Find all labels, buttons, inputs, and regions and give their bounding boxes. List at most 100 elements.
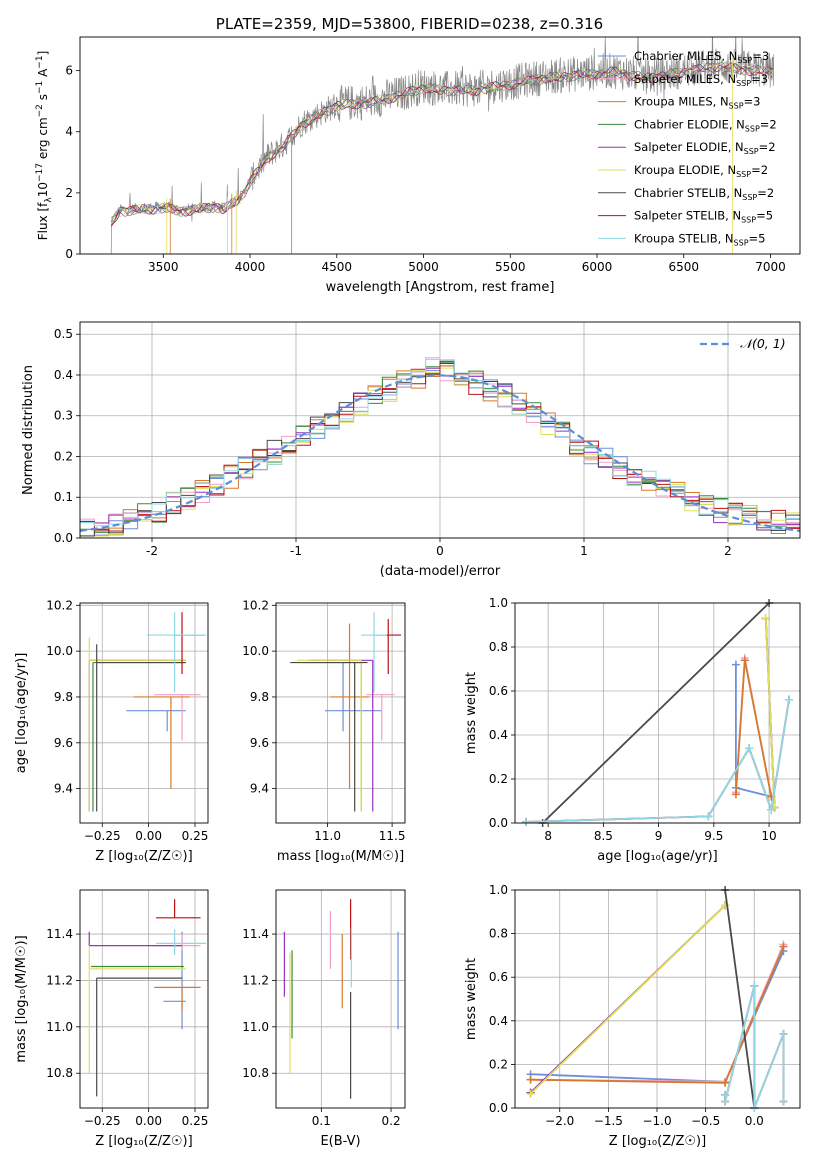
weight-marker (779, 1029, 788, 1038)
x-tick-label: 0.25 (182, 829, 209, 843)
x-tick-label: 0.1 (312, 1114, 331, 1128)
y-tick-label: 11.2 (242, 973, 269, 987)
y-tick-label: 11.0 (46, 1020, 73, 1034)
mass-vs-EBV-panel: 0.1 0.2 10.8 11.0 11.2 11.4 E(B-V) (242, 889, 406, 1149)
y-axis-label: mass weight (464, 958, 479, 1040)
model-spectrum-line (110, 62, 774, 225)
x-tick-label: 4000 (235, 260, 266, 274)
weight-line (764, 618, 776, 808)
spectrum-plot-area (110, 37, 775, 254)
weight-marker (750, 981, 759, 990)
weight-line (525, 699, 790, 823)
model-spectrum-line (110, 62, 774, 219)
y-tick-label: 1.0 (489, 883, 508, 897)
y-tick-label: 4 (65, 125, 73, 139)
spectrum-panel: 3500 4000 4500 5000 5500 6000 6500 7000 0 2 4 6 wave… (35, 36, 801, 295)
weight-line (735, 660, 773, 797)
weight-marker (767, 805, 776, 814)
model-spectrum-line (110, 63, 774, 226)
weight-marker (779, 942, 788, 951)
axes-frame (79, 321, 801, 539)
y-tick-label: 2 (65, 186, 73, 200)
plot-area (88, 612, 207, 812)
x-tick-label: 0.00 (135, 829, 162, 843)
x-axis-label: Z [log₁₀(Z/Z☉)] (95, 849, 192, 864)
y-tick-label: 0.6 (489, 684, 508, 698)
weight-marker (526, 1075, 535, 1084)
mass-weight-vs-Z-panel: −2.0 −1.5 −1.0 −0.5 0.0 0.0 0.2 0.4 0.6 0.8 1.0 Z [… (464, 883, 801, 1149)
y-tick-label: 10.8 (242, 1066, 269, 1080)
x-axis-label: Z [log₁₀(Z/Z☉)] (95, 1134, 192, 1149)
y-tick-label: 0.5 (54, 327, 73, 341)
y-tick-label: 0.4 (54, 368, 73, 382)
weight-marker (731, 790, 740, 799)
weight-marker (779, 1097, 788, 1106)
y-tick-label: 9.4 (250, 782, 269, 796)
x-axis-label: E(B-V) (320, 1134, 360, 1149)
x-tick-label: −0.5 (691, 1114, 720, 1128)
y-tick-label: 1.0 (489, 596, 508, 610)
axes-frame (79, 36, 801, 255)
x-tick-label: 0.0 (745, 1114, 764, 1128)
y-tick-label: 10.2 (242, 598, 269, 612)
x-axis-label: mass [log₁₀(M/M☉)] (277, 849, 404, 864)
plot-area (283, 899, 399, 1099)
weight-line (724, 889, 756, 1109)
legend-entry: 𝒩(0, 1) (740, 336, 786, 351)
mass-vs-Z-panel: −0.25 0.00 0.25 10.8 11.0 11.2 11.4 Z [log₁₀(Z/… (14, 889, 209, 1149)
x-tick-label: 8 (544, 829, 552, 843)
axes-frame (79, 889, 209, 1109)
x-tick-label: 6500 (668, 260, 699, 274)
axes-frame (514, 889, 801, 1109)
legend-entry: Salpeter MILES, NSSP=3 (634, 72, 768, 88)
x-tick-label: 0.2 (382, 1114, 401, 1128)
y-axis-label: mass [log₁₀(M/M☉)] (14, 935, 29, 1062)
x-tick-label: 3500 (148, 260, 179, 274)
spectrum-legend: Chabrier MILES, NSSP=3 Salpeter MILES, NS… (598, 49, 777, 247)
y-tick-label: 0 (65, 247, 73, 261)
y-tick-label: 0.8 (489, 927, 508, 941)
y-tick-label: 9.4 (54, 782, 73, 796)
residual-histogram (80, 363, 800, 532)
y-tick-label: 0.0 (489, 1101, 508, 1115)
x-tick-label: 11.0 (314, 829, 341, 843)
x-tick-label: 9 (655, 829, 663, 843)
weight-marker (740, 656, 749, 665)
weight-line (724, 985, 785, 1109)
y-tick-label: 9.6 (250, 736, 269, 750)
y-tick-label: 11.4 (46, 927, 73, 941)
x-tick-label: 0.25 (182, 1114, 209, 1128)
x-tick-label: −1.5 (594, 1114, 623, 1128)
y-tick-label: 11.2 (46, 973, 73, 987)
y-tick-label: 0.6 (489, 970, 508, 984)
x-tick-label: 11.5 (379, 829, 406, 843)
x-tick-label: 4500 (321, 260, 352, 274)
x-tick-label: 5000 (408, 260, 439, 274)
x-tick-label: 10 (761, 829, 776, 843)
y-tick-label: 9.6 (54, 736, 73, 750)
weight-marker (761, 614, 770, 623)
normal-curve (79, 374, 801, 532)
age-vs-Z-panel: −0.25 0.00 0.25 9.4 9.6 9.8 10.0 10.2 Z [log₁₀(Z… (14, 598, 209, 864)
age-vs-mass-panel: 11.0 11.5 9.4 9.6 9.8 10.0 10.2 mass [log₁₀(M/M… (242, 598, 405, 864)
x-tick-label: −0.25 (84, 1114, 121, 1128)
legend-entry: Kroupa ELODIE, NSSP=2 (634, 163, 768, 179)
y-axis-label: Normed distribution (21, 365, 36, 495)
weight-marker (704, 812, 713, 821)
x-tick-label: -2 (146, 544, 158, 558)
y-tick-label: 0.1 (54, 490, 73, 504)
axes-frame (275, 889, 406, 1109)
y-tick-label: 0.2 (489, 772, 508, 786)
y-tick-label: 9.8 (250, 690, 269, 704)
x-tick-label: 2 (724, 544, 732, 558)
legend-entry: Salpeter ELODIE, NSSP=2 (634, 140, 776, 156)
axes-frame (275, 602, 406, 824)
weight-marker (721, 1097, 730, 1106)
weight-line (529, 904, 726, 1095)
weight-marker (731, 660, 740, 669)
y-tick-label: 11.4 (242, 927, 269, 941)
weight-marker (745, 744, 754, 753)
y-tick-label: 0.0 (54, 531, 73, 545)
x-tick-label: 1 (580, 544, 588, 558)
y-tick-label: 0.2 (489, 1057, 508, 1071)
